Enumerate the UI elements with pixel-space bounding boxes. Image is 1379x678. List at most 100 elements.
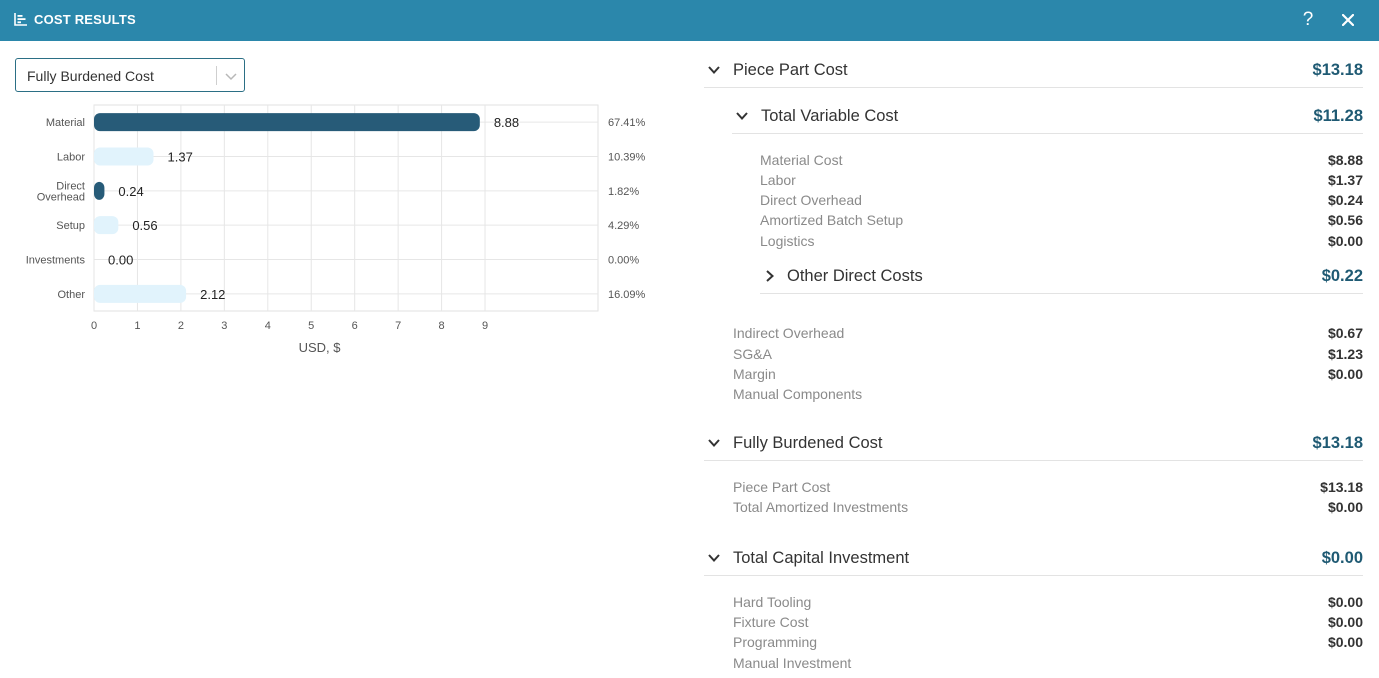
list-item: Programming $0.00 — [733, 632, 1363, 652]
material-cost-value: $8.88 — [1327, 152, 1363, 168]
y-tick-label: Setup — [56, 220, 85, 232]
data-label: 0.56 — [132, 218, 157, 233]
programming-value: $0.00 — [1327, 634, 1363, 650]
amortized-batch-setup-value: $0.56 — [1327, 212, 1363, 228]
data-label: 2.12 — [200, 287, 225, 302]
y-tick-label: Other — [57, 289, 85, 301]
list-item: Total Amortized Investments $0.00 — [733, 497, 1363, 517]
cost-type-select[interactable]: Fully Burdened Cost — [15, 58, 245, 92]
piece-part-cost-item-label: Piece Part Cost — [733, 479, 831, 495]
total-capital-investment-header[interactable]: Total Capital Investment $0.00 — [704, 542, 1363, 576]
chevron-down-icon[interactable] — [223, 68, 239, 84]
sga-label: SG&A — [733, 346, 772, 362]
close-button[interactable] — [1338, 8, 1358, 32]
total-variable-cost-label: Total Variable Cost — [761, 107, 899, 125]
chevron-right-icon[interactable] — [762, 268, 778, 284]
material-cost-label: Material Cost — [760, 152, 843, 168]
piece-part-cost-item-value: $13.18 — [1320, 479, 1363, 495]
y-tick-label: Direct Overhead — [37, 180, 85, 203]
y-tick-label: Investments — [26, 255, 86, 267]
list-item: SG&A $1.23 — [733, 344, 1363, 364]
bar — [94, 113, 480, 132]
chevron-down-icon[interactable] — [706, 435, 722, 451]
bar — [94, 181, 105, 200]
hard-tooling-label: Hard Tooling — [733, 594, 812, 610]
other-direct-costs-label: Other Direct Costs — [787, 267, 923, 285]
percent-label: 4.29% — [608, 220, 639, 232]
list-item: Margin $0.00 — [733, 364, 1363, 384]
margin-value: $0.00 — [1327, 366, 1363, 382]
list-item: Direct Overhead $0.24 — [760, 190, 1363, 210]
manual-components-label: Manual Components — [733, 386, 863, 402]
labor-label: Labor — [760, 172, 796, 188]
data-label: 1.37 — [168, 150, 193, 165]
list-item: Indirect Overhead $0.67 — [733, 323, 1363, 343]
total-capital-investment-label: Total Capital Investment — [733, 549, 910, 567]
chevron-down-icon[interactable] — [706, 550, 722, 566]
other-direct-costs-header[interactable]: Other Direct Costs $0.22 — [760, 260, 1363, 294]
list-item: Amortized Batch Setup $0.56 — [760, 210, 1363, 230]
x-tick-label: 4 — [265, 320, 271, 332]
x-tick-label: 0 — [91, 320, 97, 332]
list-item: Hard Tooling $0.00 — [733, 592, 1363, 612]
margin-label: Margin — [733, 366, 776, 382]
fully-burdened-cost-header[interactable]: Fully Burdened Cost $13.18 — [704, 427, 1363, 461]
fully-burdened-cost-value: $13.18 — [1312, 434, 1363, 452]
sga-value: $1.23 — [1327, 346, 1363, 362]
list-item: Piece Part Cost $13.18 — [733, 477, 1363, 497]
x-tick-label: 6 — [352, 320, 358, 332]
piece-part-cost-value: $13.18 — [1312, 61, 1363, 79]
y-tick-label: Material — [46, 117, 85, 129]
x-tick-label: 7 — [395, 320, 401, 332]
list-item: Manual Components — [733, 384, 1363, 404]
piece-part-cost-header[interactable]: Piece Part Cost $13.18 — [704, 54, 1363, 88]
piece-part-cost-label: Piece Part Cost — [733, 61, 848, 79]
list-item: Fixture Cost $0.00 — [733, 612, 1363, 632]
data-label: 0.00 — [108, 253, 133, 268]
indirect-overhead-label: Indirect Overhead — [733, 325, 845, 341]
cost-type-select-value: Fully Burdened Cost — [27, 68, 154, 84]
x-axis-label: USD, $ — [299, 340, 342, 355]
list-item: Manual Investment — [733, 653, 1363, 673]
percent-label: 10.39% — [608, 152, 646, 164]
manual-investment-label: Manual Investment — [733, 655, 852, 671]
chevron-down-icon[interactable] — [706, 62, 722, 78]
x-tick-label: 8 — [439, 320, 445, 332]
fixture-cost-value: $0.00 — [1327, 614, 1363, 630]
programming-label: Programming — [733, 634, 818, 650]
hard-tooling-value: $0.00 — [1327, 594, 1363, 610]
percent-label: 1.82% — [608, 186, 639, 198]
logistics-label: Logistics — [760, 233, 815, 249]
other-direct-costs-value: $0.22 — [1321, 267, 1363, 285]
cost-breakdown-chart: 0 1 2 3 4 5 6 7 8 9 USD, $ Material 8.88 67.41% Labor 1… — [26, 104, 646, 355]
total-capital-investment-value: $0.00 — [1321, 549, 1363, 567]
direct-overhead-label: Direct Overhead — [760, 192, 862, 208]
cost-breakdown-panel: Piece Part Cost $13.18 Total Variable Co… — [704, 0, 1364, 678]
percent-label: 67.41% — [608, 117, 646, 129]
chevron-down-icon[interactable] — [734, 108, 750, 124]
bar-chart-icon — [14, 13, 27, 26]
y-tick-label: Labor — [57, 152, 85, 164]
x-tick-label: 5 — [308, 320, 314, 332]
logistics-value: $0.00 — [1327, 233, 1363, 249]
x-tick-label: 9 — [482, 320, 488, 332]
plot-frame — [93, 104, 599, 312]
labor-value: $1.37 — [1327, 172, 1363, 188]
direct-overhead-value: $0.24 — [1327, 192, 1363, 208]
amortized-batch-setup-label: Amortized Batch Setup — [760, 212, 904, 228]
percent-label: 0.00% — [608, 255, 639, 267]
bar — [94, 284, 187, 303]
data-label: 0.24 — [118, 184, 143, 199]
total-amortized-investments-value: $0.00 — [1327, 499, 1363, 515]
total-variable-cost-header[interactable]: Total Variable Cost $11.28 — [732, 100, 1363, 134]
bar — [94, 216, 119, 235]
help-button[interactable]: ? — [1302, 9, 1314, 30]
close-icon — [1341, 13, 1355, 27]
x-tick-label: 2 — [178, 320, 184, 332]
x-tick-label: 1 — [134, 320, 140, 332]
list-item: Material Cost $8.88 — [760, 150, 1363, 170]
bar — [94, 147, 154, 166]
percent-label: 16.09% — [608, 289, 646, 301]
window-title: COST RESULTS — [34, 12, 136, 27]
title-bar: COST RESULTS ? — [0, 0, 1379, 41]
